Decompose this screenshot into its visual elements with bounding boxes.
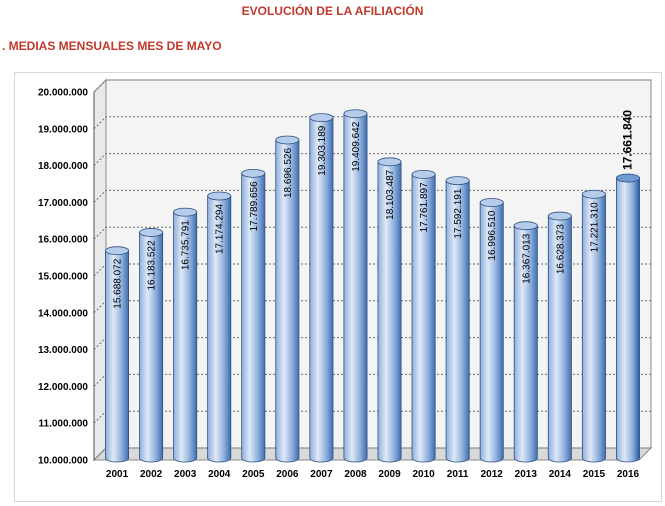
bar-top-cap	[139, 228, 164, 237]
x-tick-label: 2014	[549, 469, 572, 480]
bar-chart: 10.000.000 11.000.000 12.000.000 13.000.000…	[38, 78, 653, 480]
bar-value-label: 16.367.013	[521, 233, 532, 283]
bar-body	[139, 232, 164, 463]
bar-2003: 16.735.791	[173, 207, 198, 463]
x-tick-label: 2013	[515, 469, 538, 480]
x-tick-label: 2016	[617, 469, 640, 480]
bar-2001: 15.688.072	[105, 246, 130, 463]
bar-value-label: 19.409.642	[351, 121, 362, 171]
bar-value-label: 15.688.072	[113, 258, 124, 308]
bar-value-label: 17.661.840	[620, 110, 634, 170]
bar-body	[309, 117, 334, 463]
bar-2010: 17.761.897	[411, 169, 436, 463]
bar-2015: 17.221.310	[581, 189, 606, 463]
bar-top-cap	[343, 109, 368, 119]
bar-top-cap	[377, 157, 402, 167]
x-tick-label: 2004	[208, 469, 231, 480]
bar-body	[377, 161, 402, 463]
y-tick-label: 19.000.000	[38, 124, 88, 135]
bar-value-label: 16.628.373	[555, 224, 566, 274]
chart-title: EVOLUCIÓN DE LA AFILIACIÓN	[241, 4, 424, 18]
bar-2011: 17.592.191	[445, 176, 470, 463]
y-tick-label: 11.000.000	[39, 419, 89, 430]
x-tick-label: 2001	[106, 469, 129, 480]
bar-2002: 16.183.522	[139, 228, 164, 463]
bar-top-cap	[173, 207, 198, 217]
bar-body	[173, 211, 198, 463]
bar-body	[275, 139, 300, 463]
bar-top-cap	[479, 198, 504, 207]
x-tick-label: 2015	[583, 469, 606, 480]
bar-value-label: 17.761.897	[419, 182, 430, 232]
x-tick-label: 2005	[242, 469, 265, 480]
bar-value-label: 17.592.191	[453, 188, 464, 238]
bar-2016: 17.661.840	[615, 110, 640, 463]
bar-body	[445, 180, 470, 463]
bar-top-cap	[581, 189, 606, 199]
y-tick-label: 18.000.000	[38, 161, 88, 172]
y-gridline	[93, 153, 651, 166]
bar-body	[343, 113, 368, 463]
bar-2012: 16.996.510	[479, 198, 504, 463]
bar-value-label: 19.303.189	[317, 125, 328, 175]
bar-2006: 18.696.526	[275, 135, 300, 463]
bar-body	[479, 202, 504, 463]
bar-value-label: 16.183.522	[147, 240, 158, 290]
bar-value-label: 16.735.791	[181, 220, 192, 270]
y-tick-label: 14.000.000	[38, 308, 88, 319]
bar-top-cap	[275, 135, 300, 145]
bar-value-label: 17.789.656	[249, 181, 260, 231]
bar-top-cap	[615, 173, 640, 183]
bar-2014: 16.628.373	[547, 211, 572, 463]
x-tick-label: 2010	[412, 469, 435, 480]
bar-body	[513, 225, 538, 463]
bar-value-label: 16.996.510	[487, 210, 498, 260]
bar-top-cap	[513, 221, 538, 231]
bar-top-cap	[309, 113, 334, 123]
bar-body	[581, 193, 606, 463]
bar-top-cap	[241, 168, 266, 178]
x-tick-label: 2007	[310, 469, 333, 480]
bar-value-label: 18.103.487	[385, 169, 396, 219]
bar-body	[207, 195, 232, 463]
bar-value-label: 17.221.310	[589, 202, 600, 252]
bar-2013: 16.367.013	[513, 221, 538, 463]
y-tick-label: 20.000.000	[38, 88, 88, 99]
bar-body	[105, 250, 130, 463]
bar-2004: 17.174.294	[207, 191, 232, 463]
y-tick-label: 16.000.000	[38, 235, 88, 246]
bar-2009: 18.103.487	[377, 157, 402, 463]
bar-top-cap	[547, 211, 572, 221]
bar-top-cap	[411, 169, 436, 179]
y-tick-label: 15.000.000	[38, 272, 88, 283]
x-tick-label: 2009	[378, 469, 401, 480]
y-gridline	[93, 79, 651, 93]
bar-top-cap	[445, 176, 470, 186]
y-gridline	[93, 116, 651, 130]
x-tick-label: 2008	[344, 469, 367, 480]
y-tick-label: 13.000.000	[38, 345, 88, 356]
x-tick-label: 2012	[481, 469, 504, 480]
bar-body	[241, 172, 266, 463]
bar-value-label: 17.174.294	[215, 204, 226, 254]
chart-subtitle: . MEDIAS MENSUALES MES DE MAYO	[2, 39, 222, 53]
bar-top-cap	[105, 246, 130, 256]
y-tick-label: 10.000.000	[38, 456, 88, 467]
x-tick-label: 2003	[174, 469, 197, 480]
bar-2007: 19.303.189	[309, 113, 334, 463]
bar-2005: 17.789.656	[241, 168, 266, 463]
y-tick-label: 12.000.000	[38, 382, 88, 393]
x-tick-label: 2011	[447, 469, 469, 480]
bar-value-label: 18.696.526	[283, 148, 294, 198]
bar-body	[547, 215, 572, 463]
bar-body	[411, 173, 436, 463]
bar-body	[615, 177, 640, 463]
y-tick-label: 17.000.000	[38, 198, 88, 209]
x-tick-label: 2002	[140, 469, 163, 480]
bar-2008: 19.409.642	[343, 109, 368, 463]
bar-top-cap	[207, 191, 232, 201]
x-tick-label: 2006	[276, 469, 299, 480]
